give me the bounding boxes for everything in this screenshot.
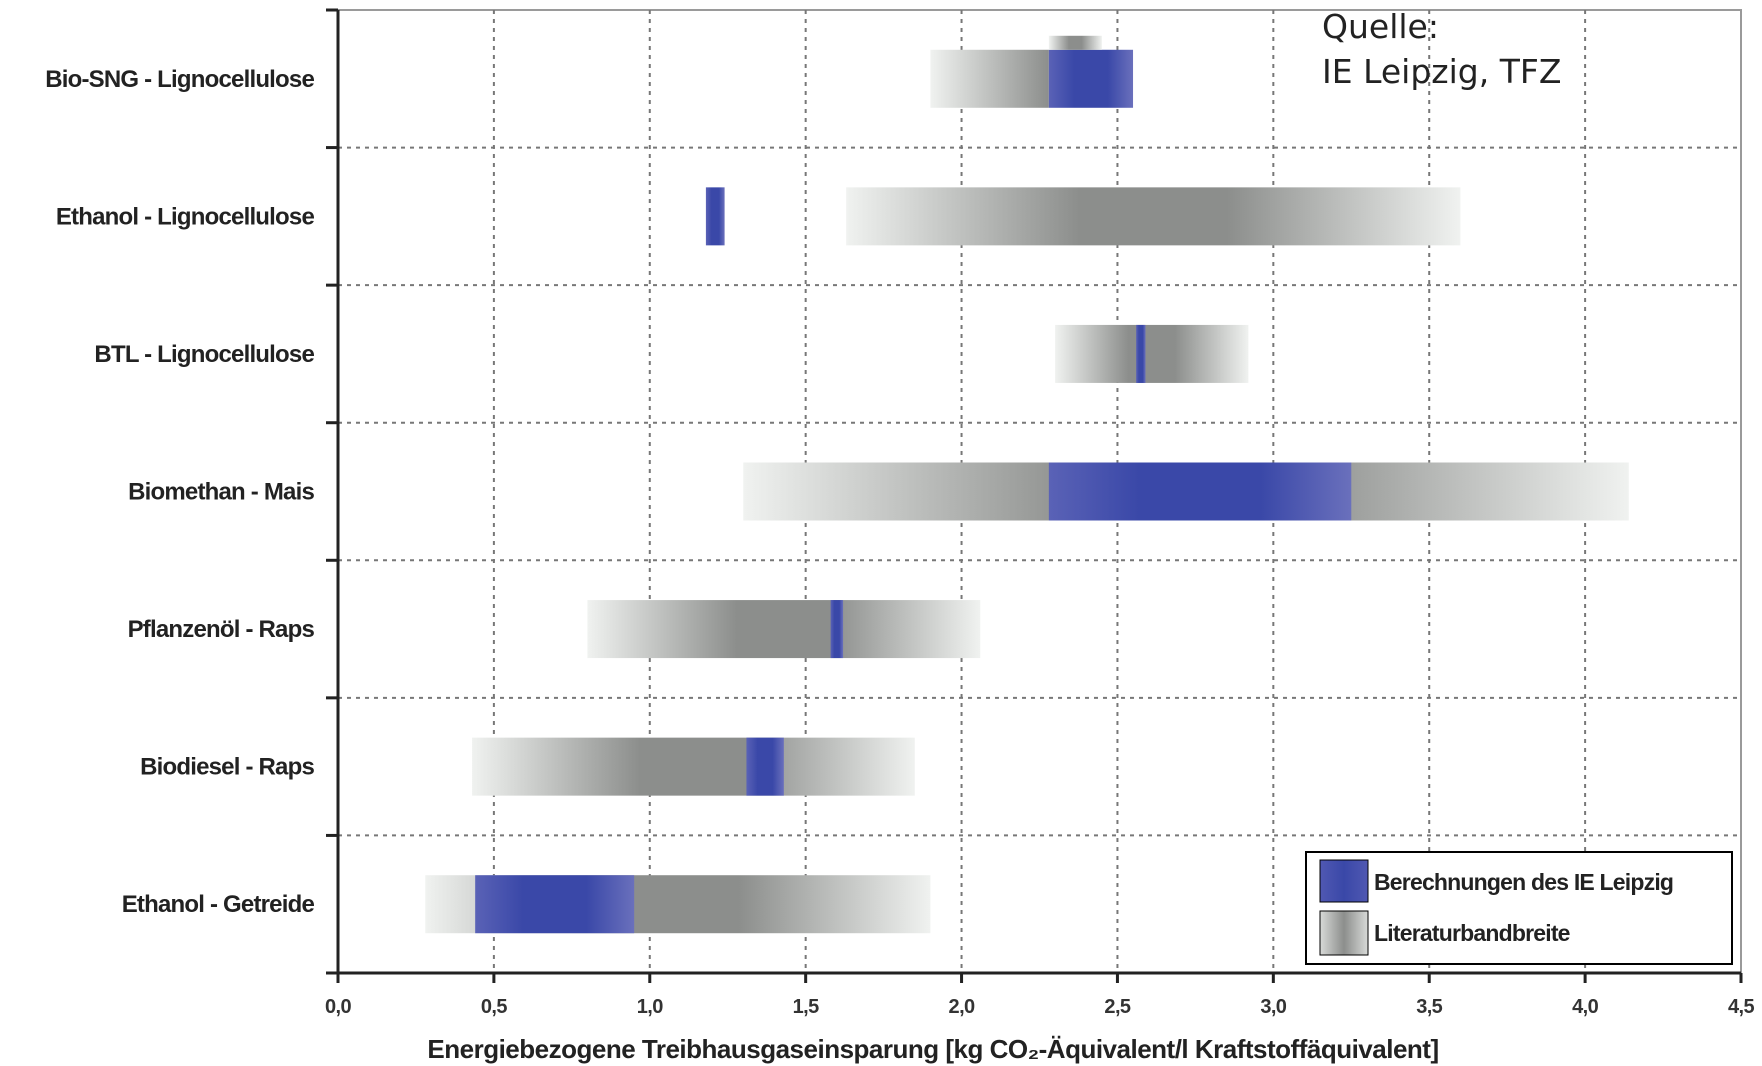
- source-line-2: IE Leipzig, TFZ: [1322, 52, 1561, 91]
- literature-range-bar: [472, 737, 915, 796]
- bars: [425, 35, 1629, 934]
- literature-range-bar: [587, 600, 981, 659]
- category-label: Ethanol - Lignocellulose: [56, 203, 315, 230]
- ie-leipzig-range-bar: [746, 737, 784, 796]
- legend-label-ie-leipzig: Berechnungen des IE Leipzig: [1374, 869, 1673, 895]
- category-label: Biodiesel - Raps: [140, 754, 314, 781]
- literature-range-bar: [1055, 324, 1249, 383]
- legend-label-literatur: Literaturbandbreite: [1374, 920, 1570, 946]
- category-label: Ethanol - Getreide: [122, 891, 315, 918]
- x-tick-label: 2,5: [1104, 996, 1130, 1018]
- ie-leipzig-range-bar: [1136, 324, 1146, 383]
- ie-leipzig-range-bar: [830, 600, 844, 659]
- category-label: Bio-SNG - Lignocellulose: [45, 66, 314, 93]
- x-tick-label: 3,5: [1416, 996, 1442, 1018]
- x-tick-label: 4,5: [1728, 996, 1754, 1018]
- x-tick-label: 1,0: [637, 996, 663, 1018]
- x-tick-label: 4,0: [1572, 996, 1598, 1018]
- legend-swatch-literatur: [1319, 910, 1369, 956]
- legend-box: [1305, 851, 1733, 965]
- literature-range-bar: [930, 49, 1049, 108]
- labels: 0,0 0,5 1,0 1,5 2,0 2,5 3,0 3,5 4,0 4,5 Bio-SNG - …: [45, 66, 1755, 1018]
- literature-range-bar: [846, 187, 1461, 246]
- x-tick-label: 2,0: [949, 996, 975, 1018]
- source-line-1: Quelle:: [1322, 7, 1439, 46]
- axes: [326, 8, 1743, 983]
- x-tick-label: 0,5: [481, 996, 507, 1018]
- ie-leipzig-range-bar: [1048, 49, 1134, 108]
- ie-leipzig-range-bar: [1048, 462, 1352, 521]
- legend-swatch-ie-leipzig: [1319, 859, 1369, 903]
- x-tick-label: 1,5: [793, 996, 819, 1018]
- ie-leipzig-range-bar: [475, 875, 635, 934]
- x-tick-label: 3,0: [1260, 996, 1286, 1018]
- extra-range-bar: [1048, 35, 1102, 50]
- legend: Berechnungen des IE Leipzig Literaturban…: [1305, 851, 1733, 965]
- category-label: Biomethan - Mais: [128, 479, 314, 506]
- category-label: Pflanzenöl - Raps: [128, 616, 315, 643]
- ie-leipzig-range-bar: [705, 187, 725, 246]
- category-label: BTL - Lignocellulose: [94, 341, 314, 368]
- source-note: Quelle: IE Leipzig, TFZ: [1322, 7, 1561, 91]
- x-tick-label: 0,0: [325, 996, 351, 1018]
- x-axis-label: Energiebezogene Treibhausgaseinsparung […: [427, 1034, 1438, 1064]
